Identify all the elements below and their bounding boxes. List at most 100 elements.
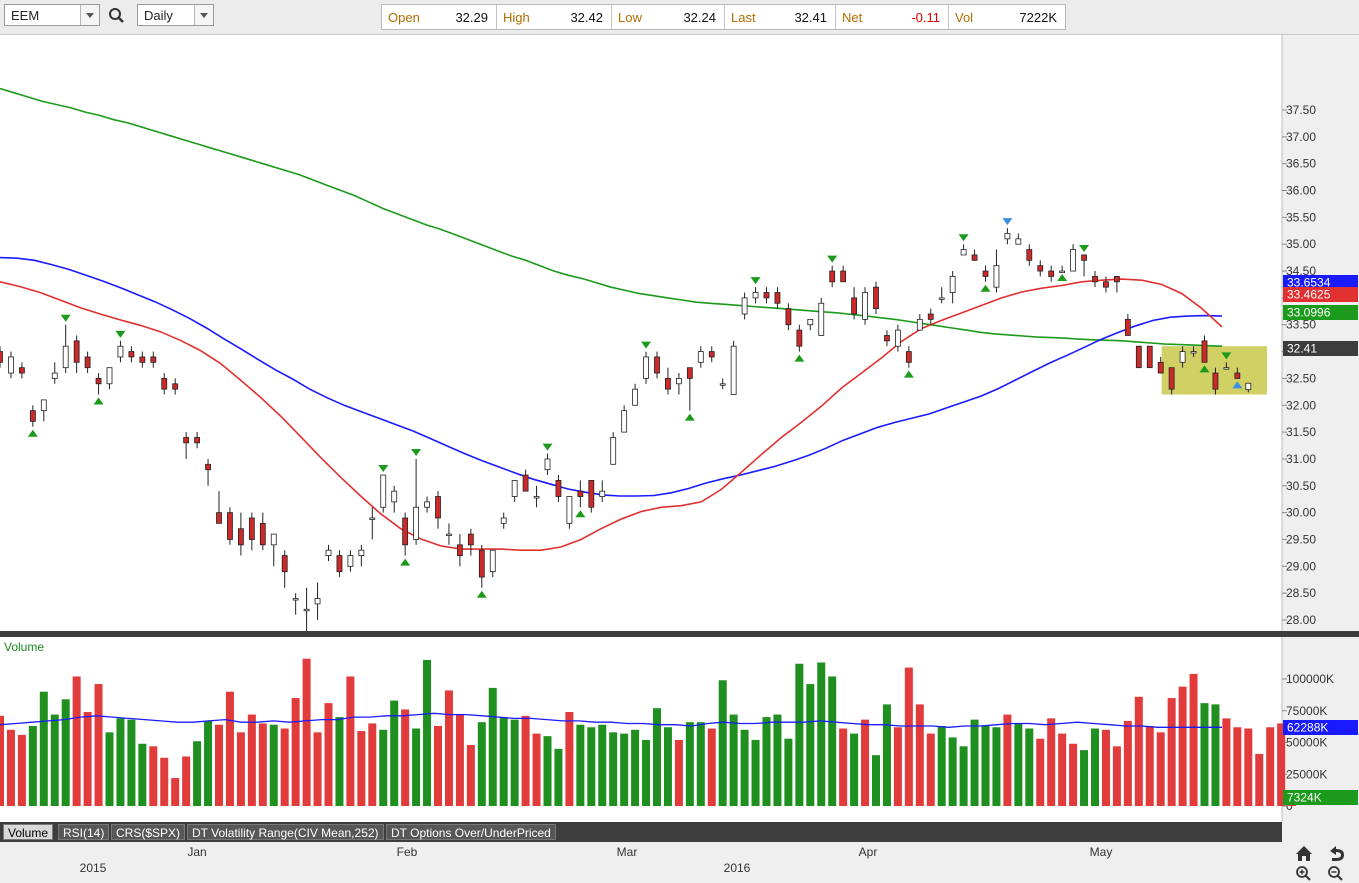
volume-bar <box>598 724 607 806</box>
candle-body <box>478 549 485 578</box>
volume-bar <box>61 699 70 806</box>
candle-body <box>1135 345 1142 369</box>
candle <box>237 512 244 556</box>
pane-separator[interactable] <box>0 631 1359 637</box>
volume-bar <box>915 704 924 806</box>
volume-bar <box>587 727 596 806</box>
price-axis-area <box>1282 35 1359 631</box>
candle-body <box>927 313 934 320</box>
home-icon[interactable] <box>1296 846 1312 861</box>
volume-bar <box>992 727 1001 806</box>
price-tick-label: 32.50 <box>1286 371 1316 385</box>
volume-tick-label: 25000K <box>1286 767 1327 781</box>
candle-body <box>95 378 102 385</box>
candle-body <box>216 512 222 524</box>
candle-body <box>413 506 420 540</box>
volume-bar <box>1112 746 1121 806</box>
swing-low-marker <box>400 558 411 566</box>
candle-body <box>829 270 836 283</box>
price-chart[interactable]: 37.5037.0036.5036.0035.5035.0034.5034.00… <box>0 35 1359 631</box>
quote-last: Last 32.41 <box>725 5 836 29</box>
volume-ma-line <box>0 712 1222 728</box>
quote-label: Vol <box>955 9 974 25</box>
candle <box>172 378 179 395</box>
candle <box>643 351 649 384</box>
candle-body <box>424 501 430 508</box>
volume-bar <box>6 729 15 806</box>
zoom-in-icon[interactable] <box>1296 866 1311 881</box>
chevron-down-icon[interactable] <box>194 5 213 25</box>
candle-body <box>29 410 36 422</box>
volume-bar <box>1211 704 1220 806</box>
swing-low-marker <box>1232 381 1243 389</box>
candle <box>949 271 956 304</box>
volume-bar <box>948 737 957 806</box>
candle-body <box>862 292 868 320</box>
search-icon[interactable] <box>106 5 128 27</box>
interval-selector[interactable]: Daily <box>137 4 214 26</box>
candle <box>697 346 704 368</box>
volume-bar <box>674 739 683 806</box>
price-tag <box>1283 341 1358 356</box>
price-tag <box>1283 287 1358 302</box>
tab-dt-volatility-range[interactable]: DT Volatility Range(CIV Mean,252) <box>187 824 384 840</box>
candle <box>807 318 814 331</box>
volume-bar <box>379 729 388 806</box>
quote-value: 7222K <box>1019 9 1057 25</box>
undo-icon[interactable] <box>1330 846 1344 861</box>
volume-bar <box>215 724 223 806</box>
volume-bar <box>28 725 37 806</box>
volume-bar <box>346 676 355 806</box>
swing-low-marker <box>575 510 586 518</box>
zoom-out-icon[interactable] <box>1328 866 1343 881</box>
volume-bar <box>357 731 366 806</box>
candle <box>194 432 201 449</box>
candle <box>905 346 912 368</box>
tab-crs[interactable]: CRS($SPX) <box>111 824 186 840</box>
volume-bar <box>543 736 552 806</box>
tab-dt-options[interactable]: DT Options Over/UnderPriced <box>386 824 556 840</box>
candle-body <box>993 265 1000 288</box>
tab-rsi[interactable]: RSI(14) <box>58 824 110 840</box>
candle <box>895 324 901 352</box>
candle <box>117 340 124 363</box>
candle-body <box>270 533 277 546</box>
volume-plot-area <box>0 637 1282 822</box>
volume-bar <box>105 732 114 806</box>
candle <box>500 512 507 529</box>
volume-bar <box>729 714 738 806</box>
chevron-down-icon[interactable] <box>80 5 99 25</box>
volume-bar <box>1145 725 1154 806</box>
volume-bar <box>302 658 311 806</box>
candle <box>467 528 474 556</box>
candle-body <box>391 490 398 503</box>
candle <box>40 399 47 422</box>
candle-body <box>588 480 595 508</box>
quote-value: 32.24 <box>683 9 716 25</box>
volume-bar <box>390 700 399 806</box>
candle <box>862 287 868 325</box>
candle-body <box>456 544 463 556</box>
volume-bar <box>423 659 432 806</box>
candle-body <box>1070 249 1076 272</box>
volume-bar <box>50 714 59 806</box>
volume-bar <box>620 733 629 806</box>
volume-bar <box>510 719 519 806</box>
candle-body <box>621 410 628 433</box>
swing-high-marker <box>1002 218 1013 226</box>
price-tick-label: 28.00 <box>1286 613 1316 627</box>
candle <box>785 303 792 331</box>
volume-bar <box>1222 718 1231 806</box>
candle <box>971 249 978 261</box>
candle-body <box>248 517 255 540</box>
tab-volume[interactable]: Volume <box>3 824 54 840</box>
candle <box>227 507 233 545</box>
volume-chart[interactable]: Volume 100000K75000K50000K25000K0 62288K… <box>0 637 1359 822</box>
candle <box>840 265 847 283</box>
candle-body <box>752 292 759 299</box>
candle-body <box>402 517 409 546</box>
symbol-selector[interactable]: EEM <box>4 4 100 26</box>
volume-bar <box>751 739 760 806</box>
candle-body <box>205 463 211 471</box>
volume-bar <box>795 663 804 806</box>
